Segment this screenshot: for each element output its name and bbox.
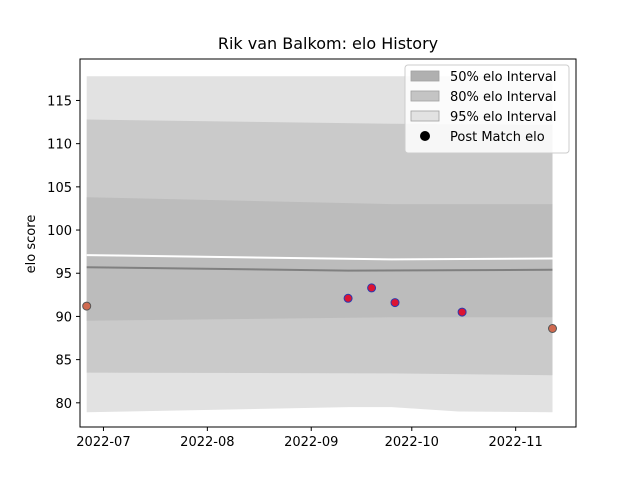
plot-frame (79, 58, 577, 428)
y-axis-label: elo score (24, 215, 39, 274)
data-point-6 (548, 324, 557, 333)
legend-label-3: 95% elo Interval (450, 110, 557, 125)
x-tick-label: 2022-11 (489, 435, 543, 450)
y-tick-label: 105 (47, 181, 72, 196)
data-point-4 (390, 298, 400, 308)
band-gap-line (86, 254, 553, 261)
x-axis: 2022-07 2022-08 2022-09 2022-10 2022-11 (76, 427, 543, 450)
data-point-3 (367, 283, 377, 293)
x-tick-label: 2022-08 (180, 435, 234, 450)
y-axis: 80 85 90 95 100 105 110 115 (47, 94, 80, 412)
y-tick-label: 110 (47, 138, 72, 153)
legend-label-2: 80% elo Interval (450, 90, 557, 105)
plot-area (82, 76, 557, 413)
mean-elo-line (86, 266, 553, 272)
legend-swatch-1 (410, 70, 440, 82)
legend: 50% elo Interval 80% elo Interval 95% elo … (404, 64, 570, 154)
y-tick-label: 85 (55, 354, 72, 369)
x-tick-label: 2022-07 (76, 435, 130, 450)
data-point-2 (343, 293, 353, 303)
y-tick-label: 80 (55, 397, 72, 412)
legend-label-1: 50% elo Interval (450, 70, 557, 85)
y-tick-label: 115 (47, 94, 72, 109)
legend-marker-4 (420, 131, 430, 141)
data-point-1 (82, 301, 92, 311)
x-tick-label: 2022-09 (284, 435, 338, 450)
x-tick-label: 2022-10 (385, 435, 439, 450)
legend-swatch-3 (410, 110, 440, 122)
y-tick-label: 90 (55, 310, 72, 325)
chart-title: Rik van Balkom: elo History (218, 34, 438, 53)
y-tick-label: 95 (55, 267, 72, 282)
legend-box (404, 64, 570, 154)
data-point-5 (457, 307, 467, 317)
legend-label-4: Post Match elo (450, 130, 545, 145)
y-tick-label: 100 (47, 224, 72, 239)
legend-swatch-2 (410, 90, 440, 102)
